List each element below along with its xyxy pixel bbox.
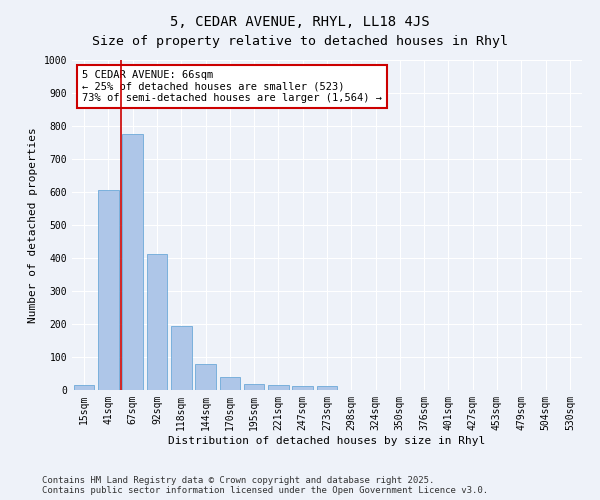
Bar	[98, 190, 119, 390]
Bar	[268, 385, 289, 390]
Bar	[220, 378, 240, 390]
Y-axis label: Number of detached properties: Number of detached properties	[28, 127, 38, 323]
Bar	[195, 364, 216, 390]
Bar	[122, 134, 143, 390]
Text: Contains HM Land Registry data © Crown copyright and database right 2025.
Contai: Contains HM Land Registry data © Crown c…	[42, 476, 488, 495]
Bar	[292, 386, 313, 390]
Text: 5 CEDAR AVENUE: 66sqm
← 25% of detached houses are smaller (523)
73% of semi-det: 5 CEDAR AVENUE: 66sqm ← 25% of detached …	[82, 70, 382, 103]
Text: Size of property relative to detached houses in Rhyl: Size of property relative to detached ho…	[92, 35, 508, 48]
Bar	[244, 384, 265, 390]
Text: 5, CEDAR AVENUE, RHYL, LL18 4JS: 5, CEDAR AVENUE, RHYL, LL18 4JS	[170, 15, 430, 29]
Bar	[74, 385, 94, 390]
Bar	[317, 386, 337, 390]
X-axis label: Distribution of detached houses by size in Rhyl: Distribution of detached houses by size …	[169, 436, 485, 446]
Bar	[171, 326, 191, 390]
Bar	[146, 254, 167, 390]
